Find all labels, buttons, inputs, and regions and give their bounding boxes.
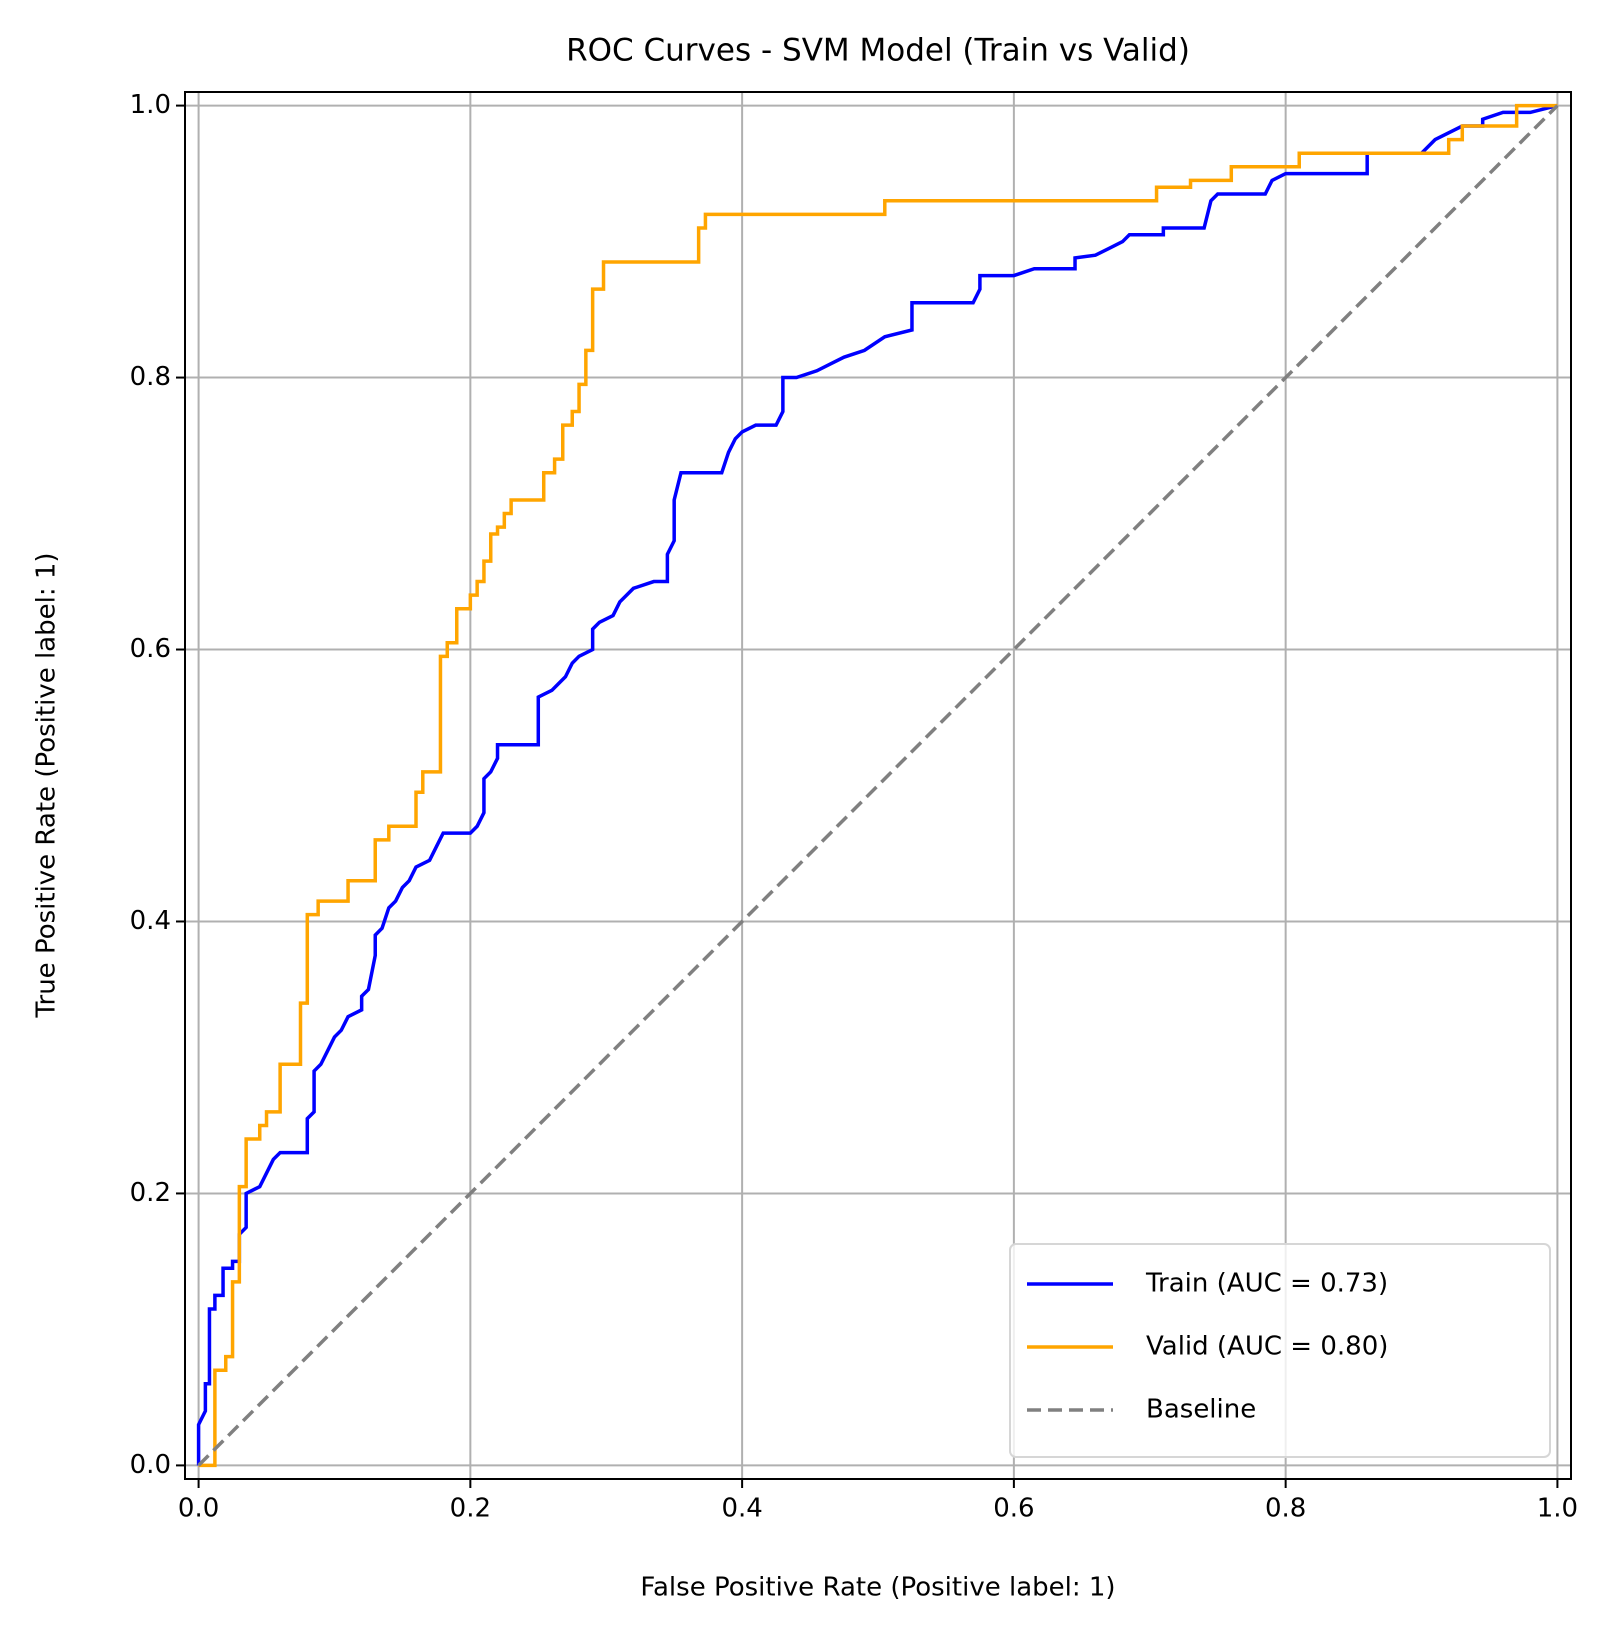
axes-frame — [184, 91, 1572, 1480]
y-tick-label: 0.0 — [130, 1450, 171, 1480]
chart-title: ROC Curves - SVM Model (Train vs Valid) — [566, 33, 1190, 69]
roc-line — [196, 103, 1558, 1466]
x-tick-label: 0.2 — [450, 1494, 491, 1524]
roc-line — [197, 104, 1559, 1467]
x-tick-label: 1.0 — [1537, 1494, 1578, 1524]
y-axis-label: True Positive Rate (Positive label: 1) — [32, 552, 62, 1018]
legend-label: Baseline — [1146, 1395, 1256, 1425]
legend-box — [1009, 1243, 1551, 1458]
y-tick-label: 0.6 — [130, 634, 171, 664]
y-tick-label: 0.2 — [130, 1178, 171, 1208]
x-tick-label: 0.4 — [721, 1494, 762, 1524]
x-tick-label: 0.8 — [1265, 1494, 1306, 1524]
legend-label: Valid (AUC = 0.80) — [1146, 1332, 1388, 1362]
roc-line — [198, 103, 1558, 1468]
x-tick-label: 0.6 — [993, 1494, 1034, 1524]
x-axis-label: False Positive Rate (Positive label: 1) — [640, 1573, 1115, 1603]
y-tick-label: 1.0 — [130, 90, 171, 120]
legend-label: Train (AUC = 0.73) — [1145, 1269, 1388, 1299]
y-tick-label: 0.4 — [130, 906, 171, 936]
x-tick-label: 0.0 — [178, 1494, 219, 1524]
y-tick-label: 0.8 — [130, 362, 171, 392]
